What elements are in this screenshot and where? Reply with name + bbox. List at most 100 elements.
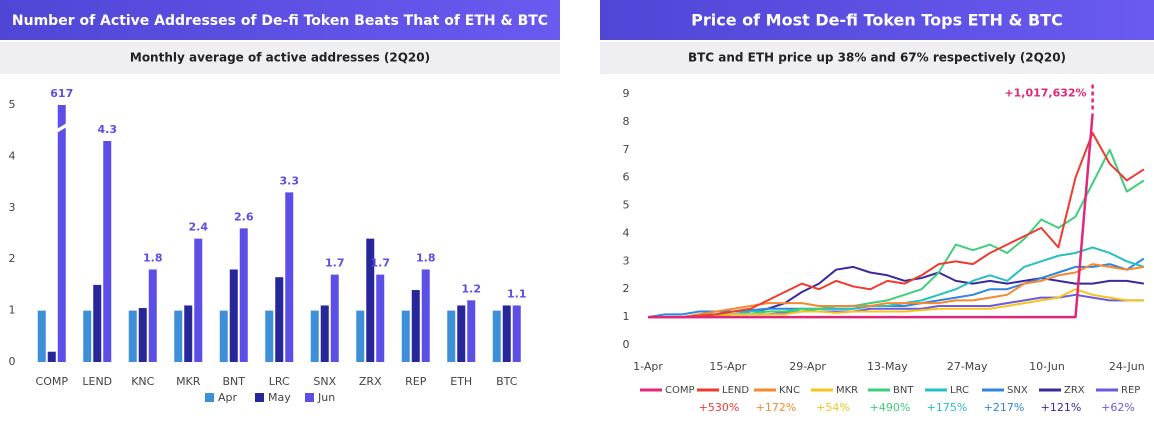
bar bbox=[275, 277, 284, 362]
subtitle-bar bbox=[0, 42, 560, 74]
bar bbox=[219, 310, 228, 362]
header-bar bbox=[0, 0, 560, 40]
value-label: 4.3 bbox=[98, 123, 118, 136]
line bbox=[648, 132, 1145, 319]
chart-title: Price of Most De-fi Token Tops ETH & BTC bbox=[691, 11, 1063, 30]
axis-break bbox=[56, 123, 67, 133]
legend-label: MKR bbox=[836, 385, 858, 396]
header-bar bbox=[600, 0, 1154, 40]
bar bbox=[128, 310, 137, 362]
chart-subtitle: Monthly average of active addresses (2Q2… bbox=[130, 51, 430, 65]
legend-change: +172% bbox=[756, 401, 797, 414]
chart-title: Number of Active Addresses of De-fi Toke… bbox=[12, 13, 548, 29]
line bbox=[648, 288, 1144, 319]
y-tick-label: 5 bbox=[9, 98, 16, 111]
legend-label: Apr bbox=[218, 391, 238, 404]
y-tick-label: 9 bbox=[623, 87, 630, 100]
bar bbox=[83, 310, 92, 362]
legend-label: LRC bbox=[950, 385, 969, 396]
bar bbox=[366, 238, 375, 362]
x-tick-label: 1-Apr bbox=[633, 360, 663, 373]
line bbox=[648, 263, 1145, 319]
bar bbox=[265, 310, 274, 362]
y-tick-label: 0 bbox=[9, 355, 16, 368]
line bbox=[648, 113, 1094, 319]
bar bbox=[492, 310, 501, 362]
bar bbox=[138, 308, 147, 362]
y-tick-label: 0 bbox=[623, 338, 630, 351]
y-tick-label: 7 bbox=[623, 143, 630, 156]
value-label: 1.1 bbox=[507, 287, 527, 300]
legend-swatch bbox=[305, 393, 314, 402]
y-tick-label: 2 bbox=[9, 252, 16, 265]
x-tick-label: REP bbox=[405, 375, 427, 388]
bar bbox=[356, 310, 365, 362]
legend-label: SNX bbox=[1007, 385, 1028, 396]
value-label: 617 bbox=[50, 87, 73, 100]
bar bbox=[467, 300, 476, 362]
bar bbox=[285, 192, 294, 362]
value-label: 1.7 bbox=[371, 257, 391, 270]
value-label: 2.6 bbox=[234, 210, 254, 223]
legend-label: ZRX bbox=[1064, 385, 1085, 396]
bar bbox=[376, 274, 385, 362]
y-tick-label: 3 bbox=[623, 254, 630, 267]
x-tick-label: 13-May bbox=[867, 360, 908, 373]
legend-swatch bbox=[255, 393, 264, 402]
legend-label: LEND bbox=[722, 385, 749, 396]
legend-label: BNT bbox=[893, 385, 914, 396]
bar bbox=[47, 351, 56, 362]
x-tick-label: 15-Apr bbox=[709, 360, 746, 373]
value-label: 1.7 bbox=[325, 257, 345, 270]
x-tick-label: BNT bbox=[223, 375, 246, 388]
legend-label: COMP bbox=[665, 385, 695, 396]
legend-change: +217% bbox=[984, 401, 1025, 414]
legend-label: REP bbox=[1121, 385, 1140, 396]
value-label: 1.8 bbox=[416, 251, 436, 264]
bar bbox=[174, 310, 183, 362]
bar bbox=[512, 305, 521, 362]
annotation: +1,017,632% bbox=[1004, 87, 1086, 100]
x-tick-label: SNX bbox=[313, 375, 336, 388]
bar bbox=[330, 274, 339, 362]
legend-label: May bbox=[268, 391, 291, 404]
y-tick-label: 1 bbox=[9, 304, 16, 317]
value-label: 1.8 bbox=[143, 251, 163, 264]
x-tick-label: 10-Jun bbox=[1029, 360, 1065, 373]
legend-change: +490% bbox=[870, 401, 911, 414]
x-tick-label: ZRX bbox=[359, 375, 382, 388]
bar bbox=[93, 284, 102, 362]
x-tick-label: ETH bbox=[450, 375, 472, 388]
chart-subtitle: BTC and ETH price up 38% and 67% respect… bbox=[688, 51, 1066, 65]
x-tick-label: 27-May bbox=[947, 360, 988, 373]
bar bbox=[37, 310, 46, 362]
y-tick-label: 1 bbox=[623, 310, 630, 323]
legend-change: +530% bbox=[699, 401, 740, 414]
y-tick-label: 2 bbox=[623, 282, 630, 295]
legend-change: +175% bbox=[927, 401, 968, 414]
x-tick-label: 29-Apr bbox=[789, 360, 826, 373]
value-label: 1.2 bbox=[462, 282, 482, 295]
legend-change: +62% bbox=[1101, 401, 1135, 414]
value-label: 3.3 bbox=[280, 174, 300, 187]
y-tick-label: 4 bbox=[9, 149, 16, 162]
y-tick-label: 5 bbox=[623, 199, 630, 212]
x-tick-label: LRC bbox=[269, 375, 290, 388]
bar bbox=[148, 269, 157, 362]
x-tick-label: MKR bbox=[176, 375, 201, 388]
legend-swatch bbox=[205, 393, 214, 402]
bar bbox=[447, 310, 456, 362]
bar bbox=[194, 238, 203, 362]
bar bbox=[421, 269, 430, 362]
y-tick-label: 3 bbox=[9, 201, 16, 214]
bar bbox=[411, 290, 420, 362]
y-tick-label: 4 bbox=[623, 226, 630, 239]
bar bbox=[457, 305, 466, 362]
y-tick-label: 6 bbox=[623, 171, 630, 184]
bar bbox=[320, 305, 329, 362]
legend-change: +121% bbox=[1041, 401, 1082, 414]
y-tick-label: 8 bbox=[623, 115, 630, 128]
x-tick-label: LEND bbox=[82, 375, 112, 388]
bar bbox=[401, 310, 410, 362]
